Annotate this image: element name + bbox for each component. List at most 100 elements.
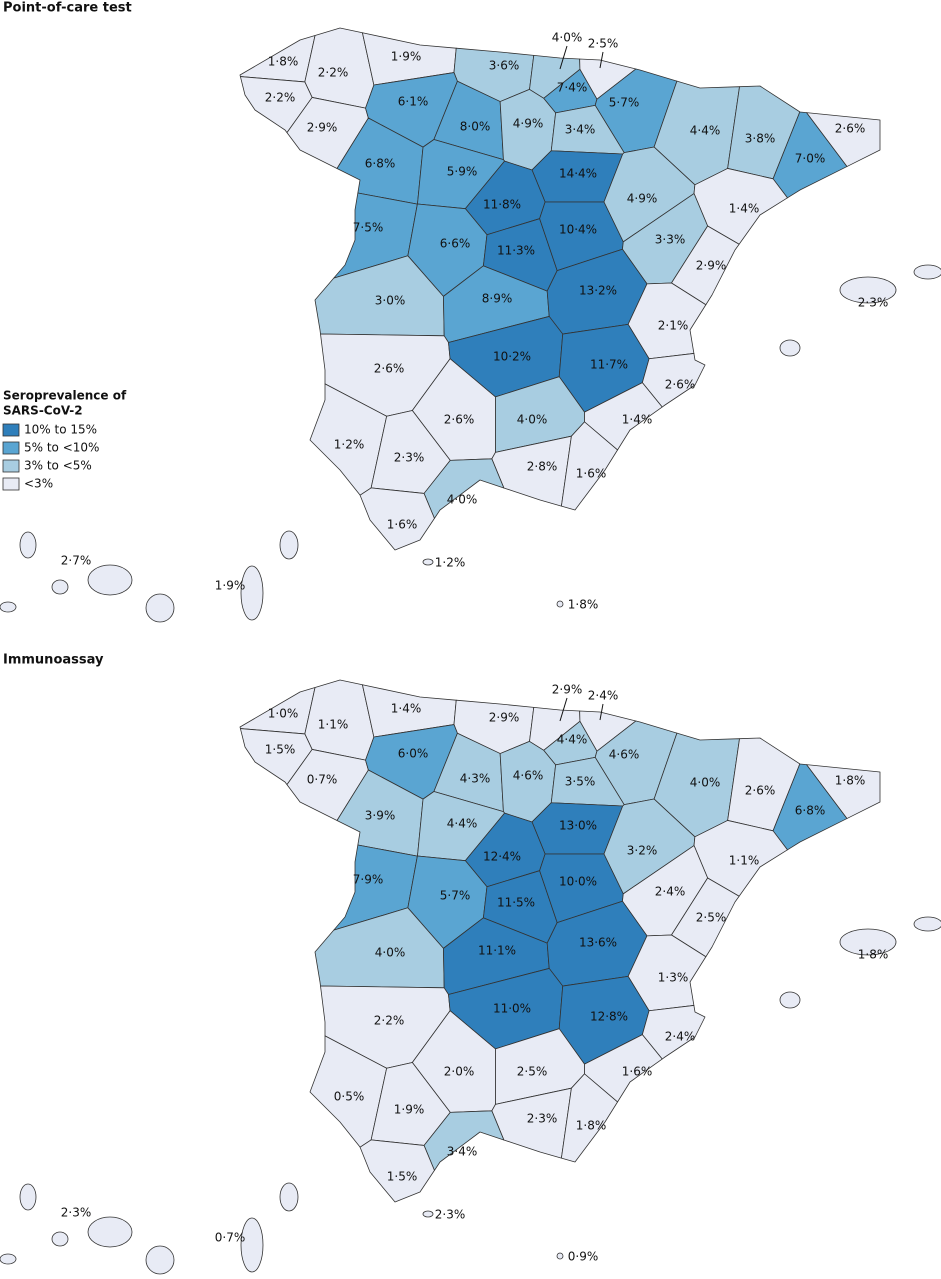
region-label: 1·4% [622,413,653,427]
legend-label: <3% [24,477,53,491]
region [556,1252,564,1260]
region-label: 3·4% [565,123,596,137]
region [772,111,848,199]
region-label: 2·6% [444,413,475,427]
region-label: 2·5% [696,911,727,925]
region-label: 1·8% [835,774,866,788]
region-label: 3·2% [627,844,658,858]
region-label: 3·0% [375,294,406,308]
region [491,435,572,507]
region-label: 4·6% [609,748,640,762]
map: 1·8% 2·2% 1·9% 3·6% 4·0% 2·5% 7·4% 5·7% 2·2% 2·9%… [0,27,941,623]
region-label: 2·2% [374,1014,405,1028]
region [87,1216,133,1248]
region [641,353,706,408]
legend-swatch [2,423,20,437]
region-label: 6·1% [398,95,429,109]
region [423,1110,505,1171]
region-label: 1·2% [435,556,466,570]
region-label: 5·7% [609,96,640,110]
region-label: 13·0% [559,819,597,833]
region [239,76,313,134]
region-label: 1·6% [622,1065,653,1079]
region-label: 2·3% [527,1112,558,1126]
region-label: 3·6% [489,59,520,73]
region-label: 4·4% [557,733,588,747]
region-label: 7·9% [353,873,384,887]
region-label: 2·6% [665,378,696,392]
region [0,601,17,613]
region-label: 7·4% [557,81,588,95]
region-label: 4·9% [513,117,544,131]
region-label: 3·9% [365,809,396,823]
region-label: 1·1% [729,854,760,868]
region-label: 4·4% [447,817,478,831]
region [19,1183,37,1211]
region-label: 1·9% [215,579,246,593]
region-label: 5·9% [447,165,478,179]
region-label: 10·2% [493,350,531,364]
region [240,565,264,621]
region-label: 3·5% [565,775,596,789]
legend-title: Seroprevalence of [3,389,127,403]
region [779,991,801,1009]
region [913,916,941,932]
region [772,763,848,851]
region-label: 8·9% [482,292,513,306]
region-label: 12·8% [590,1010,628,1024]
region [87,564,133,596]
region-label: 6·8% [795,804,826,818]
region-label: 14·4% [559,167,597,181]
region-label: 2·9% [552,683,583,697]
region [422,558,434,566]
region-label: 11·1% [478,944,516,958]
region [359,1139,435,1203]
region-label: 2·4% [588,689,619,703]
region [491,1087,572,1159]
region [0,1253,17,1265]
region-label: 2·3% [435,1208,466,1222]
region-label: 8·0% [460,120,491,134]
region-label: 3·3% [655,233,686,247]
region-label: 1·1% [318,718,349,732]
region [279,1182,299,1212]
region [627,282,707,360]
region [145,1245,175,1275]
region [693,820,788,897]
region [913,264,941,280]
region-label: 1·8% [568,598,599,612]
region-label: 5·7% [440,889,471,903]
region-label: 6·0% [398,747,429,761]
region [641,1005,706,1060]
region-label: 2·6% [745,784,776,798]
region-label: 4·9% [627,192,658,206]
region-label: 1·6% [387,518,418,532]
region-label: 11·7% [590,358,628,372]
region-label: 2·9% [307,121,338,135]
region-label: 4·3% [460,772,491,786]
region [839,276,897,304]
region-label: 13·2% [579,284,617,298]
region-label: 2·2% [265,91,296,105]
map-title: Immunoassay [3,653,104,668]
region [240,1217,264,1273]
region-label: 4·0% [517,413,548,427]
region-label: 10·0% [559,875,597,889]
region [627,934,707,1012]
region-label: 2·7% [61,554,92,568]
region [422,1210,434,1218]
region-label: 2·2% [318,66,349,80]
region-label: 6·8% [365,157,396,171]
region-label: 2·4% [655,885,686,899]
region-label: 2·0% [444,1065,475,1079]
region [279,530,299,560]
region-label: 1·6% [576,467,607,481]
region-label: 7·0% [795,152,826,166]
map: 1·0% 1·1% 1·4% 2·9% 2·9% 2·4% 4·4% 4·6% 1·5% 0·7%… [0,679,941,1275]
region-label: 0·5% [334,1090,365,1104]
region-label: 3·8% [745,132,776,146]
region-label: 2·4% [665,1030,696,1044]
region-label: 11·0% [493,1002,531,1016]
region-label: 2·3% [394,451,425,465]
